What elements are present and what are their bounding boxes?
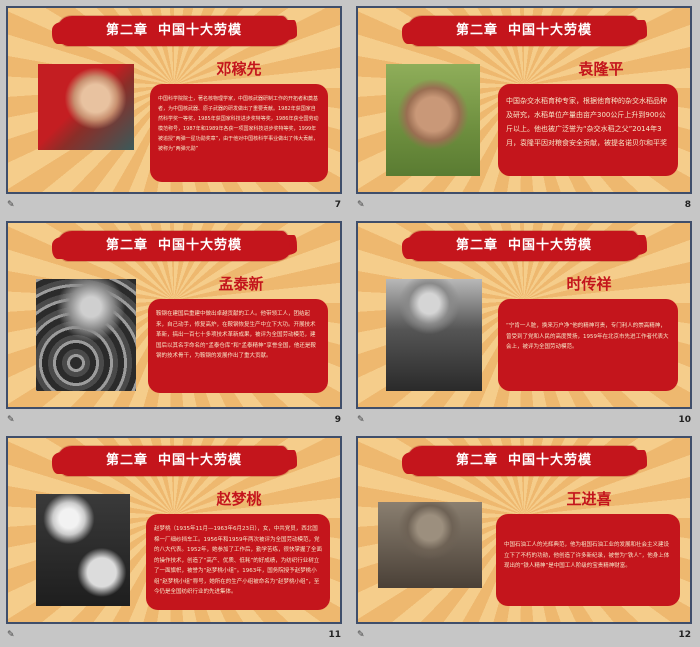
chapter-title: 中国十大劳模: [158, 453, 243, 468]
slide-notes-icon[interactable]: ✎: [7, 630, 15, 640]
slide-canvas: 第二章 中国十大劳模 邓稼先 中国科学院院士，著名核物理学家，中国核武器研制工作的…: [6, 6, 342, 194]
description-text: 赵梦桃（1935年11月—1963年6月23日），女，中共党员，西北国棉一厂细纱…: [154, 526, 322, 595]
slide-footer: ✎ 12: [357, 629, 693, 641]
slide-number: 12: [678, 630, 691, 640]
description-box: 鞍钢在建国后重建中做出卓越贡献的工人。他带领工人，团结起来，自己动手，修复高炉，…: [148, 299, 328, 393]
chapter-title: 中国十大劳模: [508, 23, 593, 38]
description-box: 中国杂交水稻育种专家，根据他育种的杂交水稻品种及研究，水稻单位产量由亩产300公…: [498, 84, 678, 176]
portrait-photo: [378, 502, 482, 588]
slide-number: 11: [328, 630, 341, 640]
slide-thumbnail-10[interactable]: 第二章 中国十大劳模 时传祥 “宁肯一人脏，换来万户净”他的精神可贵，专门利人的崇…: [350, 215, 700, 430]
slide-footer: ✎ 7: [7, 199, 343, 211]
slide-thumbnail-7[interactable]: 第二章 中国十大劳模 邓稼先 中国科学院院士，著名核物理学家，中国核武器研制工作的…: [0, 0, 350, 215]
person-name: 邓稼先: [216, 60, 262, 78]
description-text: 中国科学院院士，著名核物理学家，中国核武器研制工作的开拓者和奠基者，为中国核武器…: [158, 96, 319, 152]
slide-notes-icon[interactable]: ✎: [357, 415, 365, 425]
chapter-label: 第二章: [105, 238, 148, 253]
slide-thumbnail-8[interactable]: 第二章 中国十大劳模 袁隆平 中国杂交水稻育种专家，根据他育种的杂交水稻品种及研究…: [350, 0, 700, 215]
slide-number: 7: [334, 200, 341, 210]
slide-canvas: 第二章 中国十大劳模 袁隆平 中国杂交水稻育种专家，根据他育种的杂交水稻品种及研究…: [356, 6, 692, 194]
chapter-label: 第二章: [455, 23, 498, 38]
chapter-banner: 第二章 中国十大劳模: [408, 231, 640, 261]
slide-number: 8: [684, 200, 691, 210]
slide-canvas: 第二章 中国十大劳模 王进喜 中国石油工人的光辉典范，他为祖国石油工业的发展和社会…: [356, 436, 692, 624]
portrait-photo: [36, 279, 136, 391]
portrait-photo: [386, 279, 482, 391]
chapter-banner: 第二章 中国十大劳模: [58, 231, 290, 261]
slide-thumbnail-11[interactable]: 第二章 中国十大劳模 赵梦桃 赵梦桃（1935年11月—1963年6月23日），女…: [0, 430, 350, 645]
description-box: “宁肯一人脏，换来万户净”他的精神可贵，专门利人的崇高精神，曾受到了党和人民的高…: [498, 299, 678, 391]
portrait-photo: [38, 64, 134, 150]
chapter-label: 第二章: [455, 453, 498, 468]
chapter-title: 中国十大劳模: [508, 238, 593, 253]
slide-footer: ✎ 11: [7, 629, 343, 641]
slide-notes-icon[interactable]: ✎: [357, 630, 365, 640]
slide-canvas: 第二章 中国十大劳模 孟泰新 鞍钢在建国后重建中做出卓越贡献的工人。他带领工人，团…: [6, 221, 342, 409]
slide-thumbnail-9[interactable]: 第二章 中国十大劳模 孟泰新 鞍钢在建国后重建中做出卓越贡献的工人。他带领工人，团…: [0, 215, 350, 430]
chapter-title: 中国十大劳模: [158, 238, 243, 253]
slide-notes-icon[interactable]: ✎: [7, 200, 15, 210]
description-box: 中国科学院院士，著名核物理学家，中国核武器研制工作的开拓者和奠基者，为中国核武器…: [150, 84, 328, 182]
chapter-label: 第二章: [455, 238, 498, 253]
slide-footer: ✎ 8: [357, 199, 693, 211]
chapter-label: 第二章: [105, 23, 148, 38]
chapter-title: 中国十大劳模: [158, 23, 243, 38]
slide-canvas: 第二章 中国十大劳模 时传祥 “宁肯一人脏，换来万户净”他的精神可贵，专门利人的崇…: [356, 221, 692, 409]
slide-footer: ✎ 10: [357, 414, 693, 426]
slide-number: 10: [678, 415, 691, 425]
portrait-photo: [36, 494, 130, 606]
slide-number: 9: [334, 415, 341, 425]
description-text: 中国杂交水稻育种专家，根据他育种的杂交水稻品种及研究，水稻单位产量由亩产300公…: [506, 97, 667, 147]
description-box: 赵梦桃（1935年11月—1963年6月23日），女，中共党员，西北国棉一厂细纱…: [146, 514, 330, 610]
slide-notes-icon[interactable]: ✎: [357, 200, 365, 210]
description-text: 鞍钢在建国后重建中做出卓越贡献的工人。他带领工人，团结起来，自己动手，修复高炉，…: [156, 311, 316, 359]
chapter-title: 中国十大劳模: [508, 453, 593, 468]
slide-footer: ✎ 9: [7, 414, 343, 426]
person-name: 赵梦桃: [216, 490, 262, 508]
chapter-banner: 第二章 中国十大劳模: [408, 446, 640, 476]
description-box: 中国石油工人的光辉典范，他为祖国石油工业的发展和社会主义建设立下了不朽的功勋，他…: [496, 514, 680, 606]
chapter-banner: 第二章 中国十大劳模: [58, 446, 290, 476]
description-text: 中国石油工人的光辉典范，他为祖国石油工业的发展和社会主义建设立下了不朽的功勋，他…: [504, 542, 670, 569]
slide-notes-icon[interactable]: ✎: [7, 415, 15, 425]
description-text: “宁肯一人脏，换来万户净”他的精神可贵，专门利人的崇高精神，曾受到了党和人民的高…: [506, 323, 669, 350]
person-name: 时传祥: [566, 275, 612, 293]
slide-thumbnail-12[interactable]: 第二章 中国十大劳模 王进喜 中国石油工人的光辉典范，他为祖国石油工业的发展和社会…: [350, 430, 700, 645]
slide-canvas: 第二章 中国十大劳模 赵梦桃 赵梦桃（1935年11月—1963年6月23日），女…: [6, 436, 342, 624]
portrait-photo: [386, 64, 480, 176]
person-name: 王进喜: [566, 490, 612, 508]
person-name: 袁隆平: [578, 60, 624, 78]
person-name: 孟泰新: [218, 275, 264, 293]
chapter-label: 第二章: [105, 453, 148, 468]
chapter-banner: 第二章 中国十大劳模: [58, 16, 290, 46]
chapter-banner: 第二章 中国十大劳模: [408, 16, 640, 46]
